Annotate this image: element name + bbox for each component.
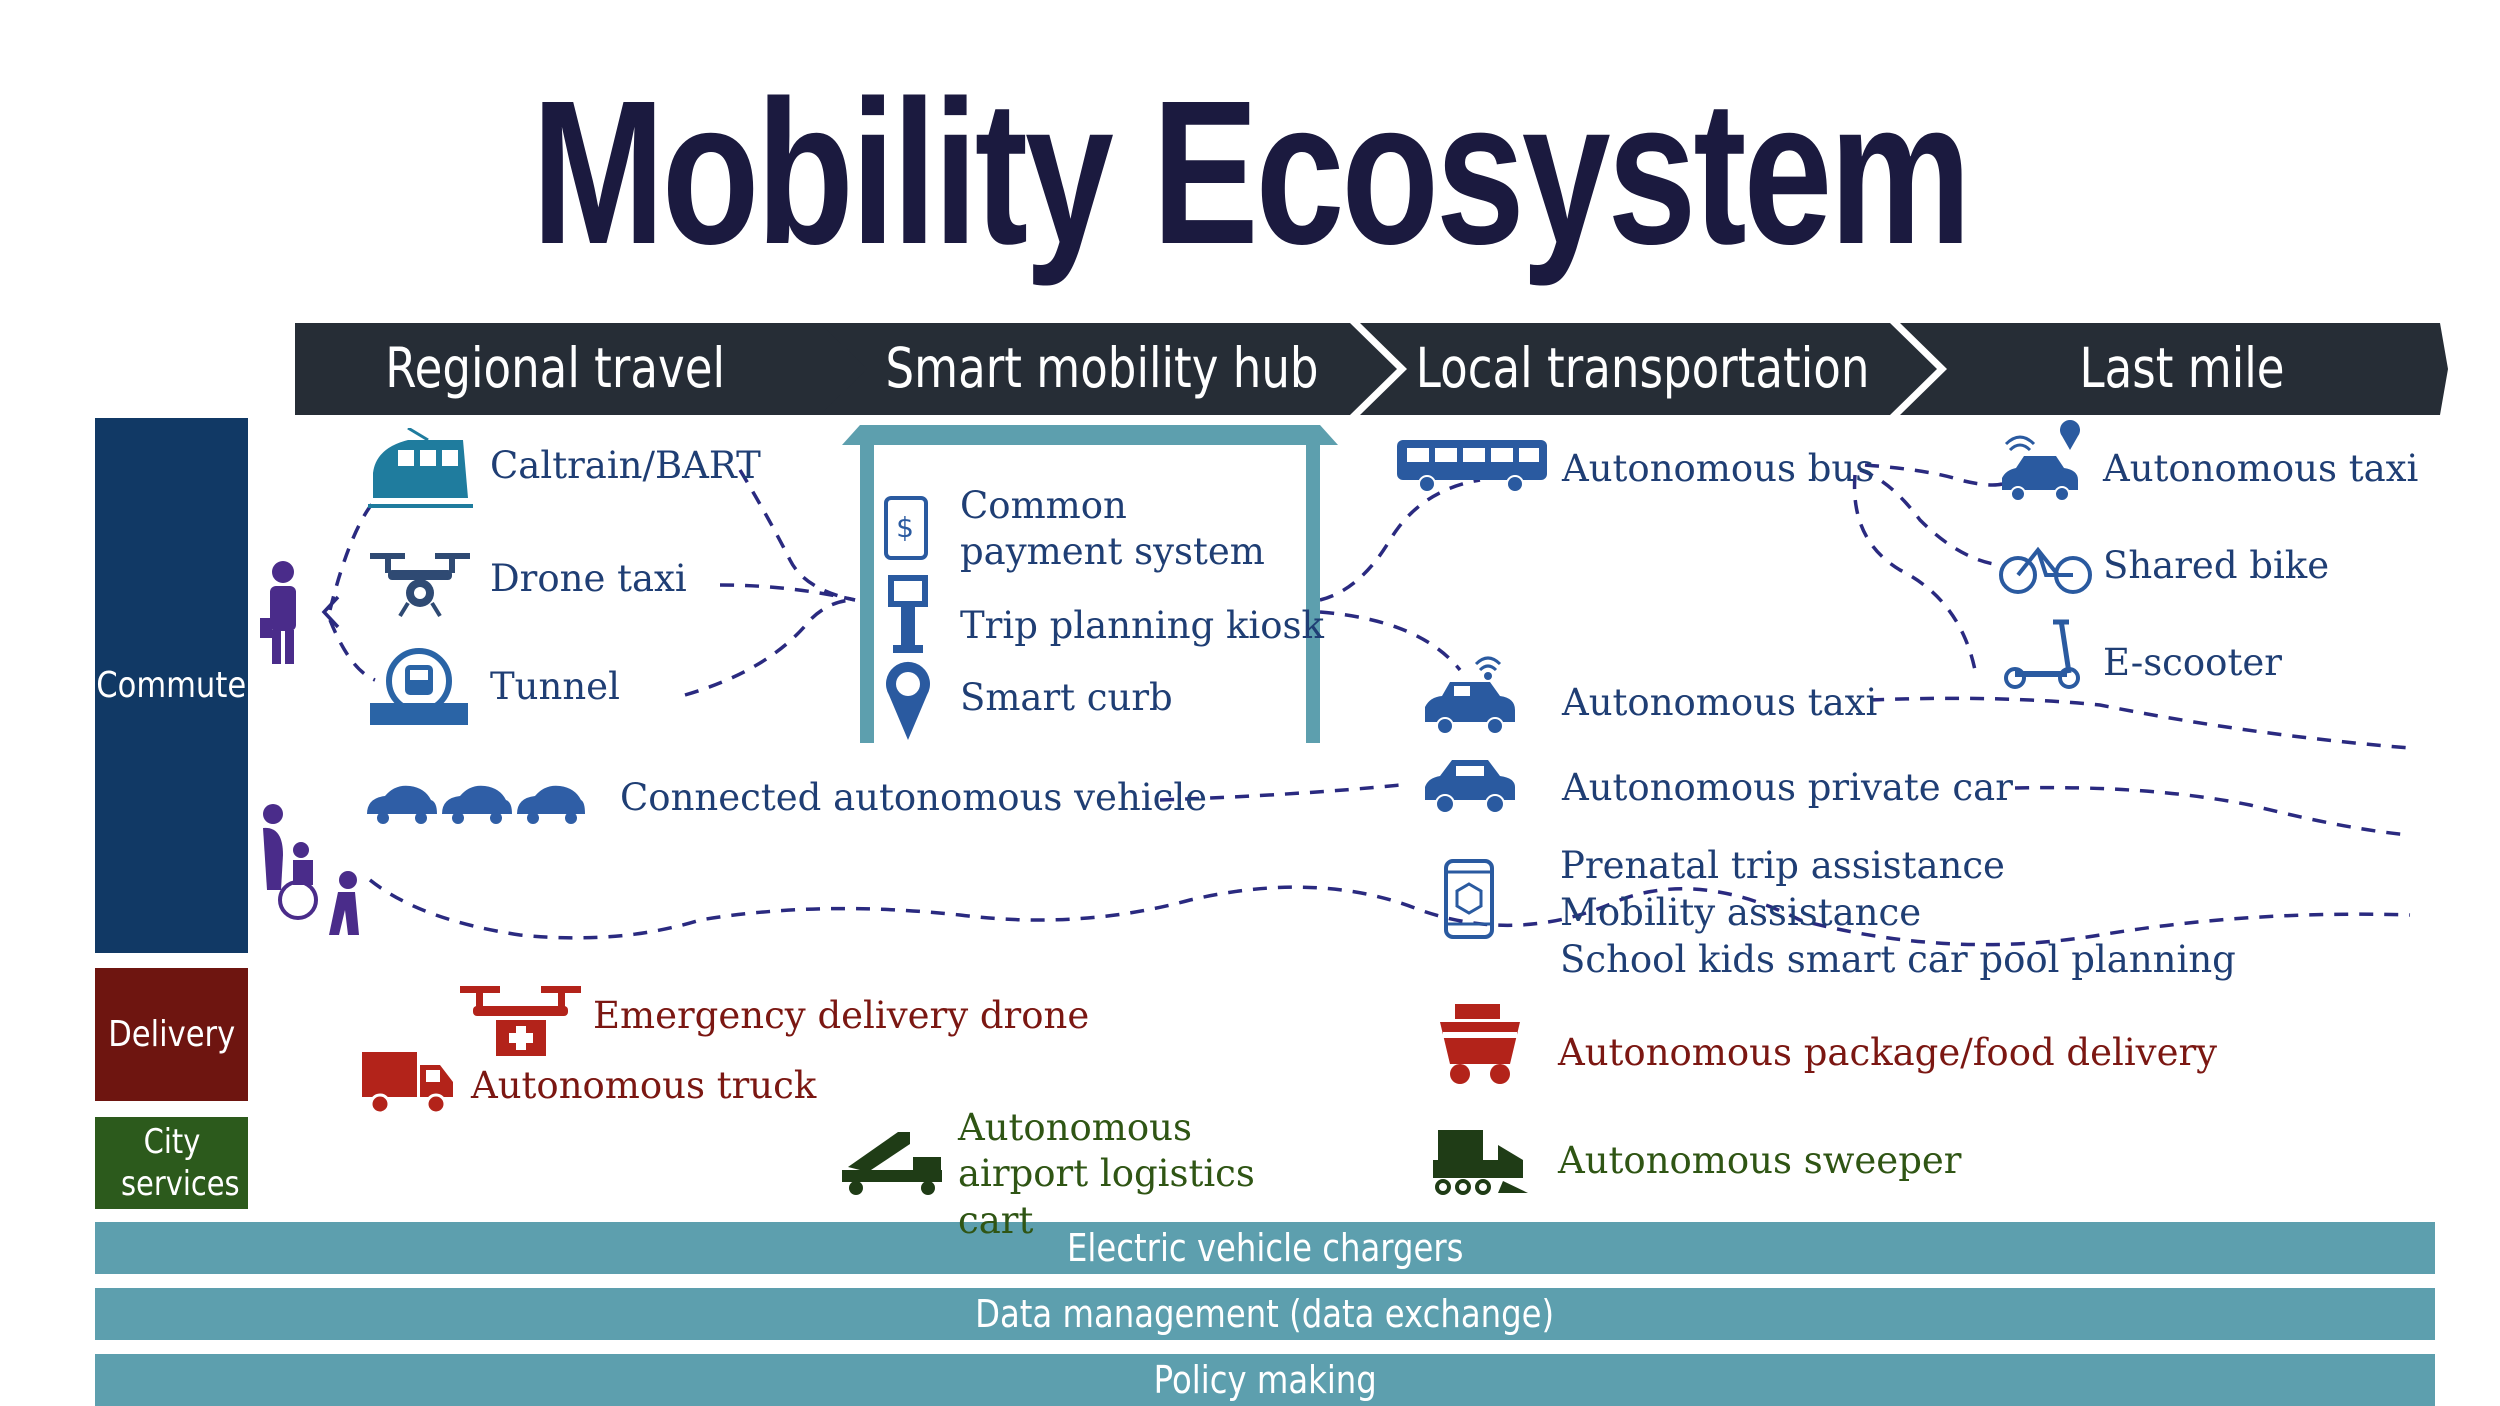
- commuter-icon: [258, 560, 308, 665]
- phase-arrow-regional: [295, 323, 872, 415]
- tunnel-icon: [370, 643, 468, 725]
- school-carpool-label: School kids smart car pool planning: [1560, 938, 2236, 981]
- tunnel-label: Tunnel: [490, 665, 620, 708]
- line-drone-hub: [719, 583, 856, 602]
- line-private-car-right: [2014, 785, 2411, 837]
- truck-label: Autonomous truck: [471, 1064, 817, 1107]
- line-bus-lastmile-taxi: [1864, 463, 2012, 487]
- category-city-services: City services: [95, 1117, 248, 1209]
- mobility-assistance-label: Mobility assistance: [1560, 891, 1922, 934]
- kiosk-label: Trip planning kiosk: [960, 604, 1324, 647]
- lastmile-taxi-icon: [1998, 420, 2088, 505]
- band-ev-chargers: Electric vehicle chargers: [95, 1222, 2435, 1274]
- line-commuter-tunnel: [328, 619, 376, 682]
- airport-cart-icon: [838, 1122, 948, 1197]
- bike-label: Shared bike: [2103, 544, 2330, 587]
- phase-arrows: [295, 323, 2448, 415]
- payment-icon: $: [883, 495, 933, 565]
- hub-frame: [842, 425, 1338, 743]
- bike-icon: [1998, 540, 2093, 595]
- local-taxi-label: Autonomous taxi: [1562, 681, 1878, 724]
- assisted-people-icon: [253, 800, 368, 940]
- phase-regional: Regional travel: [385, 336, 725, 400]
- delivery-robot-icon: [1435, 1002, 1525, 1087]
- svg-text:$: $: [896, 511, 914, 544]
- line-bus-bike: [1859, 468, 2001, 567]
- phase-local: Local transportation: [1415, 336, 1870, 400]
- connected-cars-icon: [365, 780, 585, 825]
- delivery-drone-label: Emergency delivery drone: [593, 994, 1090, 1037]
- line-hub-taxi: [1319, 610, 1462, 672]
- category-commute: Commute: [95, 418, 248, 953]
- package-delivery-label: Autonomous package/food delivery: [1558, 1031, 2218, 1074]
- page-title: Mobility Ecosystem: [531, 58, 1972, 287]
- curb-label: Smart curb: [960, 676, 1173, 719]
- train-icon: [368, 428, 473, 510]
- line-assistance: [368, 878, 2411, 947]
- line-bus-scooter: [1852, 474, 1977, 671]
- caltrain-label: Caltrain/BART: [490, 444, 761, 487]
- phase-arrow-hub: [820, 323, 1397, 415]
- line-tunnel-hub: [684, 598, 856, 697]
- drone-icon: [370, 548, 470, 618]
- bus-icon: [1395, 438, 1550, 493]
- phase-arrow-local: [1360, 323, 1937, 415]
- band-data-management: Data management (data exchange): [95, 1288, 2435, 1340]
- curb-pin-icon: [885, 660, 931, 742]
- line-taxi-right: [1869, 696, 2411, 750]
- drone-taxi-label: Drone taxi: [490, 557, 687, 600]
- scooter-icon: [2003, 618, 2083, 690]
- sweeper-label: Autonomous sweeper: [1558, 1139, 1962, 1182]
- line-hub-bus: [1319, 478, 1481, 602]
- phone-app-icon: [1443, 858, 1495, 940]
- lastmile-taxi-label: Autonomous taxi: [2103, 447, 2419, 490]
- private-car-label: Autonomous private car: [1562, 766, 2013, 809]
- line-connected: [1159, 783, 1401, 802]
- payment-label: Common payment system: [960, 484, 1265, 574]
- airport-cart-label: Autonomous airport logistics cart: [958, 1106, 1255, 1242]
- private-car-icon: [1420, 752, 1520, 817]
- band-policy-making: Policy making: [95, 1354, 2435, 1406]
- phase-arrow-lastmile: [1900, 323, 2448, 415]
- scooter-label: E-scooter: [2103, 641, 2282, 684]
- arrowhead-icon: [321, 595, 340, 629]
- kiosk-icon: [883, 575, 933, 655]
- line-caltrain-hub: [738, 469, 856, 602]
- phase-hub: Smart mobility hub: [885, 336, 1320, 400]
- truck-icon: [360, 1050, 455, 1115]
- delivery-drone-icon: [458, 982, 583, 1062]
- phase-lastmile: Last mile: [2079, 336, 2286, 400]
- sweeper-icon: [1428, 1125, 1533, 1195]
- category-delivery: Delivery: [95, 968, 248, 1101]
- connected-vehicle-label: Connected autonomous vehicle: [620, 776, 1208, 819]
- local-bus-label: Autonomous bus: [1562, 447, 1875, 490]
- local-taxi-icon: [1420, 652, 1520, 742]
- prenatal-label: Prenatal trip assistance: [1560, 844, 2005, 887]
